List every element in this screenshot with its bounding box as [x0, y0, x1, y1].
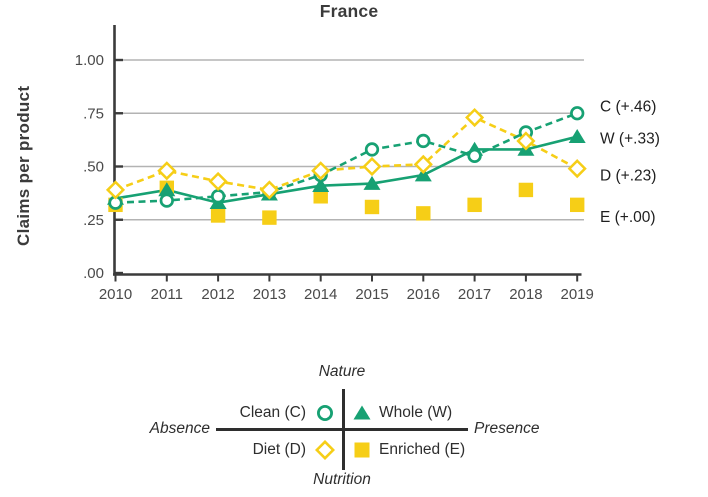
x-tick-label: 2012: [201, 286, 234, 303]
x-tick-label: 2011: [151, 286, 183, 303]
legend-nutrition-label: Nutrition: [313, 471, 371, 488]
series-end-label-E: E (+.00): [600, 209, 656, 226]
marker-W-2015: [363, 175, 381, 190]
x-tick-label: 2019: [561, 286, 594, 303]
marker-D-2011: [157, 161, 177, 181]
marker-W-2014: [312, 177, 330, 192]
legend-vertical-axis-line: [342, 389, 345, 470]
marker-E-2016: [416, 206, 431, 221]
marker-D-2013: [259, 180, 279, 200]
line-chart: 1.00 .75 .50 .25 .00 2010 2011 2012 2013 2014 2015…: [75, 25, 660, 303]
legend-nature-label: Nature: [318, 363, 366, 380]
x-tick-label: 2018: [509, 286, 542, 303]
clean-open-circle-icon: [317, 405, 333, 421]
y-tick-label: .25: [83, 212, 104, 229]
marker-C-2016: [416, 133, 431, 149]
chart-title: France: [319, 1, 379, 21]
marker-E-2014: [313, 189, 328, 204]
legend-item-whole: Whole (W): [379, 404, 453, 421]
x-tick-label: 2014: [304, 286, 337, 303]
marker-E-2019: [570, 197, 585, 213]
legend-absence-label: Absence: [149, 420, 210, 437]
marker-C-2017: [467, 148, 482, 164]
series-end-label-C: C (+.46): [600, 98, 656, 115]
enriched-filled-square-icon: [354, 442, 370, 458]
marker-D-2018: [516, 131, 536, 151]
marker-W-2019: [568, 128, 586, 143]
whole-filled-triangle-icon: [353, 405, 371, 420]
marker-D-2015: [362, 156, 382, 177]
legend-item-enriched: Enriched (E): [379, 441, 466, 458]
marker-C-2019: [570, 106, 585, 121]
legend-item-diet: Diet (D): [252, 441, 306, 458]
series-line-C: [115, 112, 578, 205]
x-tick-label: 2017: [458, 286, 491, 303]
x-tick-label: 2010: [99, 286, 132, 303]
x-tick-label: 2016: [407, 286, 440, 303]
diet-open-diamond-icon: [315, 440, 335, 460]
series-end-label-D: D (+.23): [600, 168, 656, 185]
marker-D-2017: [465, 107, 485, 128]
marker-C-2015: [364, 142, 380, 157]
marker-D-2019: [567, 159, 587, 179]
marker-D-2016: [413, 154, 433, 174]
marker-E-2013: [262, 210, 277, 225]
y-tick-label: 1.00: [75, 52, 104, 69]
marker-D-2010: [105, 180, 126, 200]
marker-C-2012: [210, 189, 226, 204]
y-tick-label: .50: [83, 159, 104, 176]
x-tick-label: 2015: [355, 286, 388, 303]
marker-E-2017: [467, 197, 482, 213]
marker-W-2016: [414, 167, 432, 182]
y-tick-label: .75: [83, 105, 104, 122]
marker-C-2011: [159, 193, 174, 208]
marker-W-2011: [158, 182, 176, 197]
marker-D-2012: [208, 171, 228, 191]
legend-item-clean: Clean (C): [239, 404, 306, 421]
marker-E-2018: [518, 182, 534, 198]
y-tick-label: .00: [83, 265, 104, 282]
series-line-W: [115, 135, 578, 205]
marker-D-2014: [311, 161, 331, 181]
series-line-D: [115, 115, 578, 192]
marker-E-2012: [210, 208, 226, 223]
series-end-label-W: W (+.33): [600, 131, 660, 148]
marker-E-2015: [364, 199, 380, 215]
x-tick-label: 2013: [253, 286, 286, 303]
legend-presence-label: Presence: [474, 420, 540, 437]
